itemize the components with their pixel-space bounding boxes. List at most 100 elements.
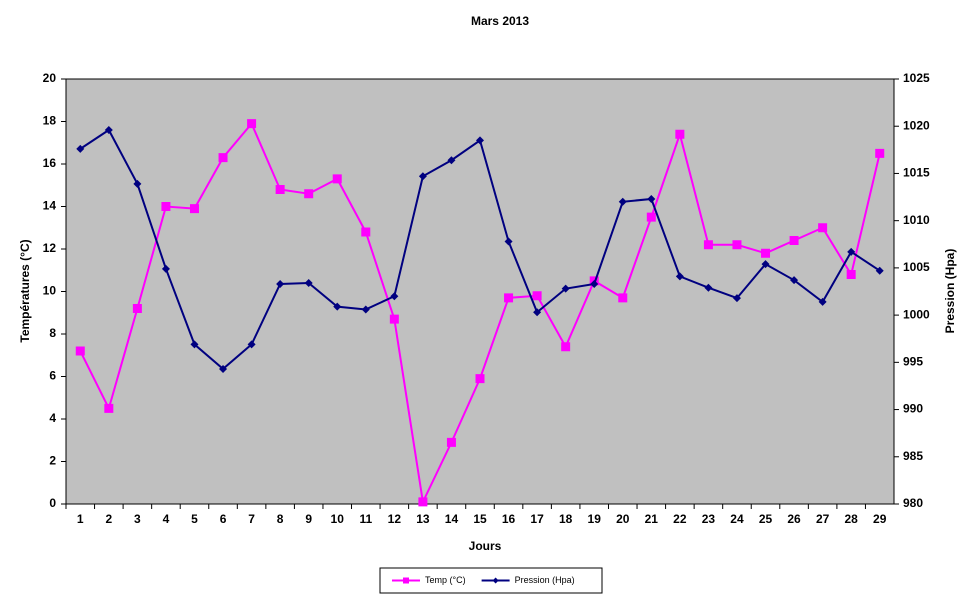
marker	[561, 284, 570, 293]
marker	[361, 227, 371, 237]
legend-label: Temp (°C)	[425, 575, 466, 585]
marker	[732, 240, 742, 250]
y2-tick-label: 990	[903, 402, 923, 416]
x-tick-label: 13	[416, 512, 430, 526]
x-tick-label: 2	[105, 512, 112, 526]
marker	[218, 153, 228, 163]
marker	[161, 202, 171, 211]
x-tick-label: 18	[559, 512, 573, 526]
marker	[533, 308, 542, 317]
marker	[875, 266, 884, 275]
x-tick-label: 21	[645, 512, 659, 526]
marker	[790, 276, 799, 285]
y-tick-label: 12	[43, 241, 57, 255]
marker	[618, 293, 628, 303]
y-tick-label: 18	[43, 114, 57, 128]
marker	[161, 264, 170, 273]
marker	[418, 172, 427, 181]
y-tick-label: 0	[49, 496, 56, 510]
marker	[646, 212, 656, 222]
y-tick-label: 16	[43, 156, 57, 170]
marker	[333, 302, 342, 311]
x-tick-label: 24	[730, 512, 744, 526]
x-tick-label: 3	[134, 512, 141, 526]
y-tick-label: 10	[43, 284, 57, 298]
marker	[190, 340, 199, 349]
marker	[276, 279, 285, 288]
x-tick-label: 17	[530, 512, 544, 526]
x-tick-label: 10	[331, 512, 345, 526]
y-tick-label: 4	[49, 411, 56, 425]
x-tick-label: 25	[759, 512, 773, 526]
x-tick-label: 19	[588, 512, 602, 526]
marker	[76, 144, 85, 153]
x-tick-label: 7	[248, 512, 255, 526]
x-tick-label: 9	[305, 512, 312, 526]
x-tick-label: 15	[473, 512, 487, 526]
marker	[275, 185, 285, 194]
y2-tick-label: 1020	[903, 118, 930, 132]
y2-tick-label: 1010	[903, 213, 930, 227]
marker	[732, 294, 741, 303]
marker	[189, 204, 199, 214]
x-tick-label: 20	[616, 512, 630, 526]
x-tick-label: 11	[359, 512, 372, 526]
x-axis-label: Jours	[469, 539, 502, 553]
plot-area	[65, 78, 895, 505]
y2-tick-label: 985	[903, 449, 923, 463]
x-tick-label: 1	[77, 512, 84, 526]
x-tick-label: 6	[220, 512, 227, 526]
x-tick-label: 27	[816, 512, 830, 526]
marker	[304, 189, 314, 199]
y2-tick-label: 1000	[903, 307, 930, 321]
marker	[304, 279, 313, 287]
marker	[818, 297, 827, 306]
marker	[704, 283, 713, 292]
x-tick-label: 16	[502, 512, 516, 526]
marker	[403, 577, 409, 584]
y2-axis-label: Pression (Hpa)	[943, 249, 957, 334]
marker	[590, 279, 599, 288]
chart-title: Mars 2013	[471, 14, 529, 28]
marker	[532, 291, 542, 301]
marker	[475, 374, 485, 384]
x-tick-label: 12	[388, 512, 402, 526]
marker	[761, 260, 770, 269]
marker	[247, 340, 256, 349]
marker	[847, 247, 856, 256]
marker	[75, 346, 85, 356]
y-tick-label: 6	[49, 369, 56, 383]
legend-label: Pression (Hpa)	[515, 575, 575, 585]
marker	[104, 403, 114, 413]
marker	[418, 497, 428, 507]
marker	[247, 119, 257, 129]
x-tick-label: 23	[702, 512, 716, 526]
y2-tick-label: 995	[903, 355, 923, 369]
marker	[361, 305, 370, 314]
y2-tick-label: 1025	[903, 71, 930, 85]
marker	[846, 270, 856, 279]
marker	[389, 314, 399, 324]
marker	[675, 129, 685, 139]
marker	[132, 304, 142, 313]
x-tick-label: 26	[787, 512, 801, 526]
marker	[504, 293, 514, 303]
x-tick-label: 5	[191, 512, 198, 526]
marker	[818, 223, 828, 233]
x-tick-label: 8	[277, 512, 284, 526]
marker	[703, 240, 713, 250]
y-tick-label: 14	[43, 199, 57, 213]
marker	[219, 364, 228, 373]
y-tick-label: 2	[49, 454, 56, 468]
marker	[561, 342, 571, 352]
marker	[789, 236, 799, 245]
y-tick-label: 8	[49, 326, 56, 340]
y2-tick-label: 980	[903, 496, 923, 510]
marker	[875, 148, 885, 158]
y-axis-label: Températures (°C)	[18, 239, 32, 342]
marker	[133, 179, 142, 188]
marker	[761, 248, 771, 258]
marker	[390, 292, 399, 301]
marker	[647, 194, 656, 203]
